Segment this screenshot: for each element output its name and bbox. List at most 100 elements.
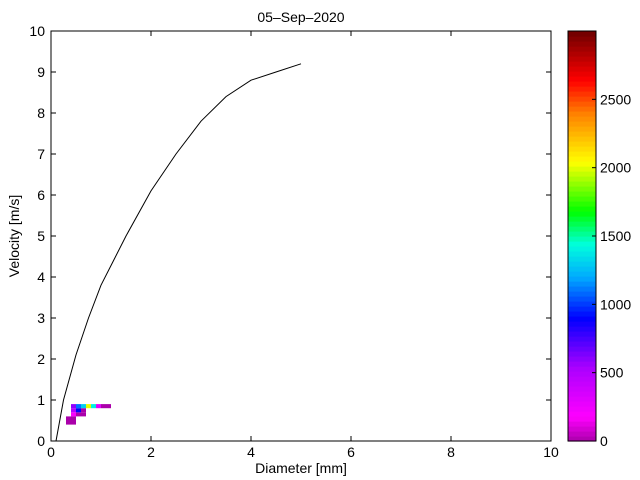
colorbar-band [568,431,596,437]
y-axis-label: Velocity [m/s] [6,195,22,277]
colorbar-band [568,426,596,432]
colorbar-band [568,196,596,202]
fit-line [56,64,301,441]
colorbar-band [568,61,596,67]
colorbar-band [568,321,596,327]
colorbar-band [568,386,596,392]
colorbar-band [568,266,596,272]
colorbar-band [568,396,596,402]
colorbar-band [568,316,596,322]
heatmap-cell [106,404,111,408]
x-axis: 0 2 4 6 8 10 [47,31,559,460]
y-tick-label: 10 [29,23,45,39]
colorbar-band [568,301,596,307]
heatmap-cell [91,404,96,408]
colorbar-band [568,161,596,167]
colorbar-band [568,66,596,72]
colorbar-band [568,156,596,162]
colorbar-band [568,81,596,87]
colorbar-band [568,411,596,417]
colorbar-band [568,46,596,52]
y-axis: 0 1 2 3 4 5 6 7 8 9 10 [29,23,551,449]
y-tick-label: 7 [37,146,45,162]
colorbar-band [568,356,596,362]
colorbar-band [568,306,596,312]
heatmap-cell [76,408,81,412]
y-tick-label: 6 [37,187,45,203]
x-tick-label: 6 [347,444,355,460]
colorbar-band [568,141,596,147]
heatmap-cell [71,408,76,412]
y-tick-label: 0 [37,433,45,449]
colorbar-band [568,206,596,212]
colorbar-band [568,126,596,132]
colorbar-band [568,71,596,77]
colorbar-band [568,286,596,292]
y-tick-label: 2 [37,351,45,367]
colorbar-band [568,421,596,427]
x-tick-label: 4 [247,444,255,460]
colorbar-band [568,296,596,302]
colorbar-band [568,401,596,407]
colorbar-band [568,76,596,82]
heatmap-cell [101,404,106,408]
y-tick-label: 4 [37,269,45,285]
colorbar-band [568,216,596,222]
x-tick-label: 10 [543,444,559,460]
colorbar-band [568,41,596,47]
colorbar-band [568,31,596,37]
colorbar-band [568,376,596,382]
heatmap-cell [86,404,91,408]
colorbar-band [568,351,596,357]
colorbar-band [568,271,596,277]
x-tick-label: 2 [147,444,155,460]
colorbar-tick-label: 2500 [600,91,631,107]
colorbar-band [568,101,596,107]
colorbar-band [568,331,596,337]
colorbar-band [568,186,596,192]
colorbar-axis: 0 500 1000 1500 2000 2500 [592,91,631,449]
heatmap-cell [81,408,86,412]
colorbar-band [568,336,596,342]
colorbar-band [568,166,596,172]
colorbar-band [568,191,596,197]
fit-line-group [56,64,301,441]
colorbar-band [568,241,596,247]
x-tick-label: 8 [447,444,455,460]
heatmap-cells [66,404,111,425]
colorbar-band [568,56,596,62]
colorbar-tick-label: 500 [600,365,624,381]
colorbar-band [568,226,596,232]
colorbar-band [568,281,596,287]
colorbar-band [568,346,596,352]
colorbar-band [568,106,596,112]
heatmap-cell [76,404,81,408]
colorbar-band [568,361,596,367]
colorbar-band [568,251,596,257]
y-tick-label: 9 [37,64,45,80]
heatmap-cell [76,412,81,416]
colorbar-band [568,326,596,332]
x-tick-label: 0 [47,444,55,460]
colorbar-band [568,221,596,227]
heatmap-cell [66,416,71,420]
colorbar-band [568,151,596,157]
colorbar-band [568,381,596,387]
colorbar-band [568,246,596,252]
colorbar-band [568,291,596,297]
colorbar-band [568,276,596,282]
colorbar-band [568,406,596,412]
colorbar-band [568,211,596,217]
colorbar-band [568,171,596,177]
heatmap-cell [81,412,86,416]
colorbar-band [568,96,596,102]
colorbar-band [568,261,596,267]
colorbar-tick-label: 2000 [600,160,631,176]
heatmap-cell [71,404,76,408]
heatmap-cell [66,421,71,425]
y-tick-label: 3 [37,310,45,326]
colorbar-band [568,201,596,207]
colorbar-band [568,341,596,347]
colorbar-band [568,176,596,182]
